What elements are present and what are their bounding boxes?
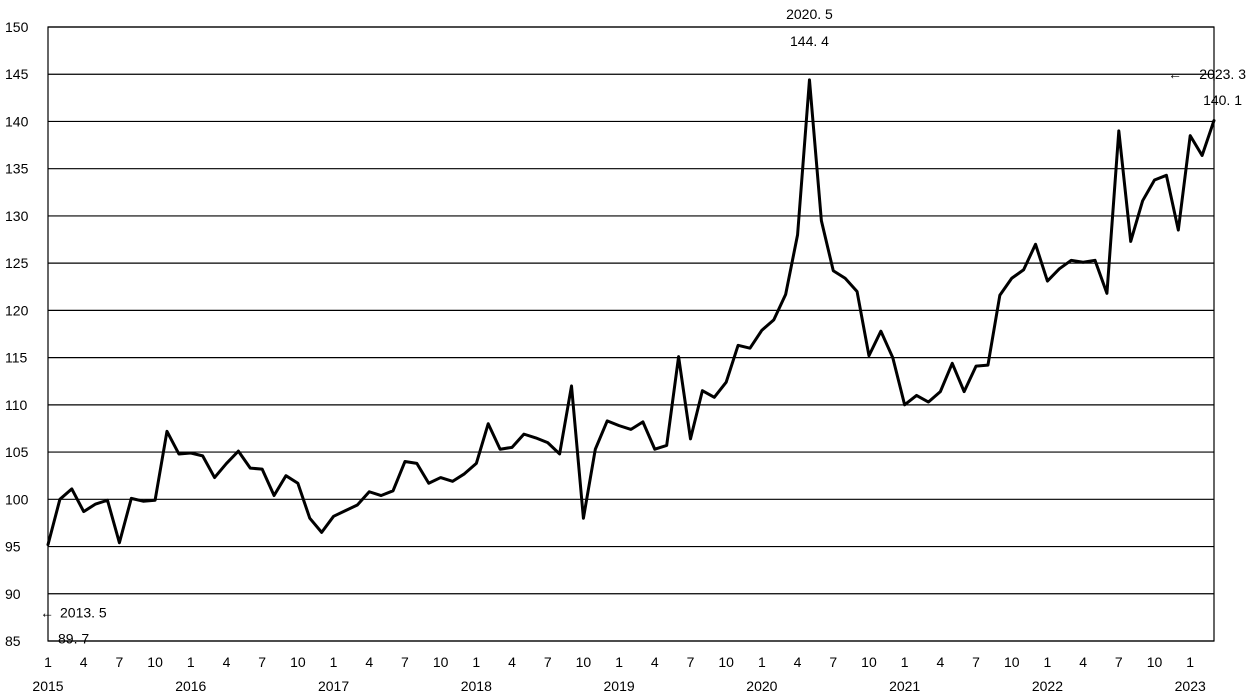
x-tick-label: 4	[936, 654, 944, 670]
y-tick-label: 125	[5, 255, 29, 271]
x-tick-label: 7	[401, 654, 409, 670]
annotation-value: 89. 7	[58, 631, 89, 647]
x-tick-label: 10	[1004, 654, 1020, 670]
series-layer	[46, 78, 1216, 547]
x-tick-label: 1	[615, 654, 623, 670]
x-tick-label: 1	[901, 654, 909, 670]
annotation-date: 2023. 3	[1199, 66, 1246, 82]
x-tick-label: 7	[687, 654, 695, 670]
arrow-left-icon: ←	[40, 605, 54, 621]
y-tick-label: 100	[5, 491, 29, 507]
y-tick-label: 95	[5, 539, 21, 555]
y-tick-label: 85	[5, 633, 21, 649]
x-tick-label: 1	[758, 654, 766, 670]
annotation-date: 2013. 5	[60, 605, 107, 621]
x-tick-label: 7	[115, 654, 123, 670]
year-label: 2020	[746, 678, 777, 694]
x-tick-label: 10	[576, 654, 592, 670]
x-tick-label: 7	[544, 654, 552, 670]
y-tick-label: 150	[5, 19, 29, 35]
x-tick-label: 4	[651, 654, 659, 670]
year-label: 2022	[1032, 678, 1063, 694]
y-tick-label: 90	[5, 586, 21, 602]
x-tick-label: 10	[290, 654, 306, 670]
y-tick-label: 110	[5, 397, 28, 413]
year-label: 2018	[461, 678, 492, 694]
y-tick-label: 120	[5, 302, 29, 318]
annotations: 2020. 5 144. 4 ← 2023. 3 140. 1 ← 2013. 5 89. 7	[40, 6, 1246, 647]
y-tick-label: 140	[5, 113, 29, 129]
x-tick-label: 1	[330, 654, 338, 670]
arrow-left-icon: ←	[1168, 66, 1182, 82]
x-tick-label: 1	[1186, 654, 1194, 670]
x-tick-label: 7	[972, 654, 980, 670]
x-tick-label: 4	[1079, 654, 1087, 670]
x-tick-label: 7	[1115, 654, 1123, 670]
x-tick-label: 7	[829, 654, 837, 670]
annotation-value: 144. 4	[790, 33, 829, 49]
x-tick-label: 1	[1044, 654, 1052, 670]
annotation-date: 2020. 5	[786, 6, 833, 22]
x-tick-label: 4	[80, 654, 88, 670]
x-tick-label: 7	[258, 654, 266, 670]
x-tick-label: 1	[44, 654, 52, 670]
year-label: 2021	[889, 678, 920, 694]
y-axis: 85 90 95 100 105 110 115 120 125 130 135 140 145 150	[5, 19, 29, 649]
y-tick-label: 115	[5, 350, 28, 366]
year-label: 2017	[318, 678, 349, 694]
year-label: 2019	[604, 678, 635, 694]
year-label: 2016	[175, 678, 206, 694]
x-tick-label: 10	[861, 654, 877, 670]
x-tick-label: 10	[147, 654, 163, 670]
y-tick-label: 135	[5, 161, 29, 177]
x-tick-label: 4	[223, 654, 231, 670]
x-tick-label: 4	[794, 654, 802, 670]
y-tick-label: 145	[5, 66, 29, 82]
y-tick-label: 105	[5, 444, 29, 460]
x-tick-label: 10	[433, 654, 449, 670]
x-tick-label: 10	[718, 654, 734, 670]
y-tick-label: 130	[5, 208, 29, 224]
x-tick-label: 1	[187, 654, 195, 670]
annotation-value: 140. 1	[1203, 92, 1242, 108]
x-tick-label: 10	[1147, 654, 1163, 670]
series-line	[46, 78, 1216, 547]
plot-frame	[47, 26, 1215, 642]
x-axis: 1 4 7 10 1 4 7 10 1 4 7 10 1 4 7 10 1 4 7 10 1 4 7 10 1 4 7 10 1 4 7 10…	[32, 654, 1206, 694]
year-label: 2023	[1175, 678, 1206, 694]
x-tick-label: 1	[472, 654, 480, 670]
gridlines	[47, 26, 1215, 642]
x-tick-label: 4	[365, 654, 373, 670]
year-label: 2015	[32, 678, 63, 694]
x-tick-label: 4	[508, 654, 516, 670]
